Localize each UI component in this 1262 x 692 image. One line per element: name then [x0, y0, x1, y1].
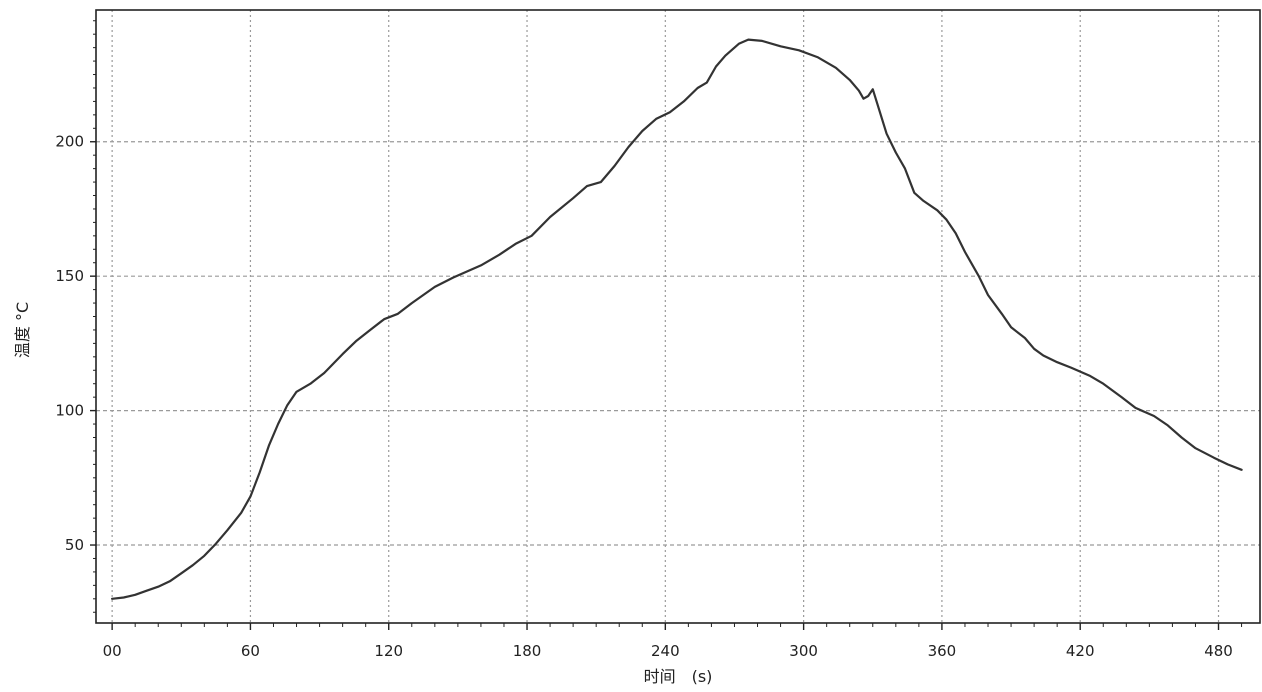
- x-tick-label: 180: [513, 642, 542, 660]
- y-tick-label: 100: [55, 402, 84, 420]
- y-axis-title: 温度 °C: [13, 302, 32, 358]
- series-layer: [111, 38, 1243, 600]
- tick-labels: 00 60 120 180 240 300 360 420 480 50 100 150 200: [55, 133, 1232, 660]
- x-tick-label: 480: [1204, 642, 1233, 660]
- x-tick-label: 60: [241, 642, 260, 660]
- temperature-series-line: [111, 38, 1243, 600]
- y-tick-label: 200: [55, 133, 84, 151]
- y-tick-label: 150: [55, 267, 84, 285]
- y-tick-label: 50: [65, 536, 84, 554]
- x-tick-label: 300: [789, 642, 818, 660]
- grid-lines: [96, 10, 1260, 623]
- x-tick-label: 360: [928, 642, 957, 660]
- axis-ticks: [90, 20, 1243, 630]
- x-tick-label: 240: [651, 642, 680, 660]
- x-axis-title: 时间 (s): [644, 667, 713, 686]
- x-tick-label: 120: [374, 642, 403, 660]
- x-tick-label: 00: [103, 642, 122, 660]
- x-tick-label: 420: [1066, 642, 1095, 660]
